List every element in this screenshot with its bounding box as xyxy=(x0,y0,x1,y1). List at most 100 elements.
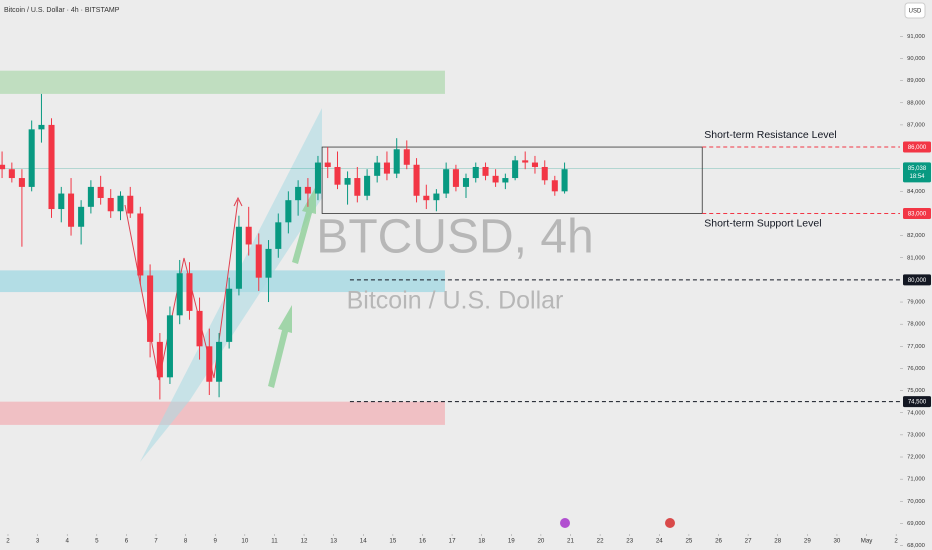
y-tick-label: 88,000 xyxy=(907,100,925,106)
x-tick-label: 3 xyxy=(36,538,40,545)
candle-body xyxy=(68,193,75,227)
x-tick-label: 2 xyxy=(894,538,898,545)
x-tick-label: 13 xyxy=(330,538,337,545)
channel xyxy=(140,108,322,462)
candle-body xyxy=(245,226,252,245)
x-tick-label: 16 xyxy=(419,538,426,545)
x-tick-label: 6 xyxy=(125,538,129,545)
candle-body xyxy=(462,178,470,187)
watermark: BTCUSD, 4h xyxy=(316,211,593,264)
candle-body xyxy=(512,160,519,179)
x-tick-label: 12 xyxy=(301,538,308,545)
y-tick-label: 79,000 xyxy=(907,300,925,306)
candle-body xyxy=(196,310,203,347)
x-tick-label: 4 xyxy=(65,538,69,545)
x-tick-label: 2 xyxy=(6,538,10,545)
candle-body xyxy=(541,166,548,181)
candle-body xyxy=(561,169,568,192)
candle-body xyxy=(531,162,538,167)
watermark-subtitle: Bitcoin / U.S. Dollar xyxy=(347,287,564,315)
candle-body xyxy=(364,175,371,196)
zigzag-arrow xyxy=(233,196,243,207)
candle-body xyxy=(176,273,183,316)
zone xyxy=(0,270,445,293)
x-tick-label: 29 xyxy=(804,538,811,545)
candle-body xyxy=(0,164,6,170)
x-tick-label: 25 xyxy=(685,538,692,545)
candle-body xyxy=(97,186,104,198)
y-tick-label: 69,000 xyxy=(907,521,925,527)
candle-body xyxy=(87,186,94,207)
x-tick-label: 30 xyxy=(833,538,840,545)
candle-body xyxy=(344,178,351,185)
candle-body xyxy=(265,248,272,278)
candle-body xyxy=(226,288,233,342)
candle-body xyxy=(8,169,15,179)
last-price-label: 85,038 xyxy=(908,166,927,172)
y-tick-label: 91,000 xyxy=(907,34,925,40)
y-tick-label: 87,000 xyxy=(907,122,925,128)
plot: Short-term Resistance Level Short-term Su… xyxy=(0,93,900,403)
candle-body xyxy=(18,178,25,187)
candle-body xyxy=(275,222,282,249)
price-tag-label: 80,000 xyxy=(908,278,927,284)
candle-body xyxy=(413,164,420,196)
candle-body xyxy=(374,162,381,176)
candle-body xyxy=(285,200,292,223)
x-tick-label: 11 xyxy=(271,538,278,545)
last-price-tag xyxy=(903,162,931,183)
x-tick-label: 15 xyxy=(389,538,396,545)
x-tick-label: 28 xyxy=(774,538,781,545)
candle-body xyxy=(492,175,499,183)
up-arrow xyxy=(292,186,316,264)
y-tick-label: 76,000 xyxy=(907,366,925,372)
y-tick-label: 71,000 xyxy=(907,477,925,483)
up-arrow xyxy=(268,305,292,388)
event-icon xyxy=(665,518,675,528)
x-tick-label: 17 xyxy=(449,538,456,545)
candle-body xyxy=(235,226,242,289)
event-icon xyxy=(560,518,570,528)
candle-body xyxy=(334,166,341,185)
x-tick-label: May xyxy=(861,538,874,545)
candle-body xyxy=(423,195,430,201)
countdown-label: 18:54 xyxy=(909,174,925,180)
candle-body xyxy=(255,244,262,278)
candle-body xyxy=(206,346,213,382)
candle-body xyxy=(117,195,124,212)
candle-body xyxy=(452,169,459,187)
candle-body xyxy=(295,186,302,201)
y-tick-label: 75,000 xyxy=(907,388,925,394)
x-tick-label: 18 xyxy=(478,538,485,545)
x-tick-label: 27 xyxy=(745,538,752,545)
level-text: Short-term Resistance Level xyxy=(704,129,836,141)
candle-body xyxy=(147,275,154,342)
x-tick-label: 9 xyxy=(214,538,218,545)
x-tick-label: 20 xyxy=(537,538,544,545)
price-tag xyxy=(903,207,931,219)
range-box xyxy=(321,146,703,214)
level-text: Short-term Support Level xyxy=(704,217,821,229)
candle-body xyxy=(186,273,193,311)
y-tick-label: 73,000 xyxy=(907,432,925,438)
candle-body xyxy=(304,186,311,194)
price-tag xyxy=(903,141,931,153)
currency-label: USD xyxy=(909,9,922,15)
x-tick-label: 8 xyxy=(184,538,188,545)
y-tick-label: 89,000 xyxy=(907,78,925,84)
currency-button[interactable] xyxy=(904,2,926,19)
candle-body xyxy=(78,206,85,227)
candle-body xyxy=(443,169,450,194)
candle-body xyxy=(551,180,558,192)
x-tick-label: 7 xyxy=(154,538,158,545)
axes: 68,000 69,000 70,000 71,000 72,000 73,000 74,0… xyxy=(6,34,931,549)
candle-body xyxy=(403,149,410,165)
candle-body xyxy=(38,124,45,130)
x-tick-label: 22 xyxy=(597,538,604,545)
x-tick-label: 21 xyxy=(567,538,574,545)
y-tick-label: 74,000 xyxy=(907,410,925,416)
candle-body xyxy=(216,341,223,382)
zone xyxy=(0,70,445,94)
y-tick-label: 78,000 xyxy=(907,322,925,328)
candle-body xyxy=(354,178,361,196)
